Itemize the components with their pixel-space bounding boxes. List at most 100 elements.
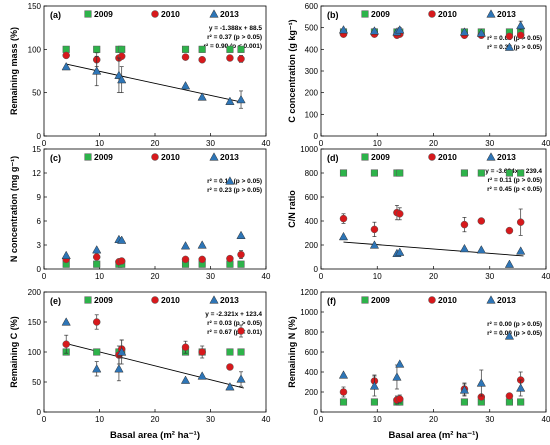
annotation: r² = 0.00 (p > 0.05) [487, 330, 542, 337]
data-point-2013 [476, 28, 486, 37]
data-point-2013 [225, 176, 235, 185]
y-tick-label: 400 [305, 368, 319, 377]
legend-label-2009: 2009 [94, 152, 113, 162]
data-point-2013 [92, 245, 102, 254]
data-point-2013 [395, 359, 405, 368]
data-point-2013 [180, 241, 191, 250]
data-point-2010 [198, 348, 206, 356]
legend-label-2010: 2010 [438, 152, 457, 162]
regression-line [66, 343, 244, 389]
x-tick-label: 0 [319, 415, 324, 424]
data-point-2009 [93, 260, 101, 268]
x-tick-label: 40 [542, 272, 550, 281]
data-point-2009 [460, 169, 468, 177]
data-point-2010 [92, 318, 101, 326]
data-point-2010 [198, 255, 206, 264]
data-point-2013 [197, 92, 207, 101]
y-tick-label: 1000 [300, 308, 318, 317]
x-tick-label: 10 [95, 415, 104, 424]
data-point-2013 [516, 20, 526, 30]
x-axis-label-right: Basal area (m² ha⁻¹) [388, 430, 478, 441]
regression-line [66, 63, 244, 104]
x-tick-label: 30 [485, 415, 494, 424]
legend-marker-2009 [361, 153, 369, 161]
data-point-2013 [504, 42, 515, 51]
y-tick-label: 3 [37, 241, 42, 250]
y-axis-label: C concentration (g kg⁻¹) [287, 19, 297, 122]
legend-marker-2013 [486, 295, 496, 304]
data-point-2009 [62, 45, 70, 53]
legend-label-2013: 2013 [497, 9, 516, 19]
data-point-2013 [197, 240, 207, 249]
legend-marker-2009 [84, 153, 92, 161]
data-point-2010 [505, 226, 514, 235]
annotation: r² = 0.45 (p < 0.05) [487, 186, 542, 193]
panel-b: 0 100 200 300 400 500 600 0 10 20 30 40 C concentrat… [287, 2, 550, 148]
x-tick-label: 10 [95, 272, 104, 281]
y-tick-label: 400 [305, 217, 319, 226]
data-point-2009 [118, 45, 126, 53]
data-point-2010 [117, 257, 126, 265]
data-point-2013 [61, 317, 71, 326]
data-point-2009 [460, 398, 468, 406]
data-point-2010 [237, 55, 245, 63]
panel-label: (c) [50, 153, 61, 163]
data-point-2009 [237, 260, 245, 268]
x-tick-label: 20 [429, 272, 438, 281]
data-point-2013 [338, 370, 349, 379]
y-tick-label: 600 [305, 2, 319, 11]
plot-frame [320, 148, 547, 270]
panel-label: (d) [327, 153, 339, 163]
y-tick-label: 200 [305, 388, 319, 397]
y-axis-label: Remaining N (%) [287, 316, 297, 388]
panel-d: 0 200 400 600 800 1000 0 10 20 30 40 C/N ratio (d) 20… [287, 145, 550, 281]
data-point-2013 [369, 26, 380, 35]
legend-label-2010: 2010 [161, 152, 180, 162]
x-tick-label: 10 [373, 139, 382, 148]
annotation: r² = 0.16 (p > 0.05) [207, 178, 262, 185]
regression-line [343, 241, 524, 257]
data-point-2010 [339, 214, 348, 223]
data-point-2009 [181, 45, 190, 53]
data-point-2013 [395, 25, 405, 34]
x-tick-label: 30 [485, 139, 494, 148]
y-tick-label: 600 [305, 348, 319, 357]
x-tick-label: 0 [42, 272, 47, 281]
legend-marker-2009 [361, 10, 369, 18]
y-tick-label: 300 [305, 67, 319, 76]
y-tick-label: 12 [32, 169, 41, 178]
y-tick-label: 800 [305, 169, 319, 178]
legend-label-2009: 2009 [94, 295, 113, 305]
legend-label-2009: 2009 [371, 295, 390, 305]
x-tick-label: 40 [262, 139, 271, 148]
y-tick-label: 100 [305, 110, 319, 119]
y-tick-label: 15 [32, 145, 41, 154]
x-tick-label: 20 [151, 415, 160, 424]
y-tick-label: 200 [28, 288, 42, 297]
x-tick-label: 0 [42, 139, 47, 148]
data-point-2010 [477, 217, 486, 225]
data-point-2013 [504, 259, 515, 268]
legend-marker-2010 [151, 10, 159, 18]
data-point-2010 [62, 340, 70, 348]
y-tick-label: 0 [314, 132, 319, 141]
annotation: r² = 0.32 (p > 0.05) [487, 44, 542, 51]
data-point-2010 [92, 253, 101, 261]
data-point-2013 [236, 94, 246, 104]
data-point-2013 [236, 230, 246, 240]
y-tick-label: 9 [37, 193, 42, 202]
x-tick-label: 0 [319, 139, 324, 148]
data-point-2009 [237, 45, 245, 53]
data-point-2009 [517, 169, 525, 177]
data-point-2010 [237, 250, 245, 259]
plot-frame [43, 148, 267, 270]
y-tick-label: 200 [305, 89, 319, 98]
x-tick-label: 40 [542, 139, 550, 148]
annotation: r² = 0.00 (p > 0.05) [487, 321, 542, 328]
data-point-2010 [505, 32, 514, 41]
data-point-2009 [93, 348, 101, 356]
data-point-2010 [181, 343, 190, 351]
x-axis-label-left: Basal area (m² ha⁻¹) [110, 430, 200, 441]
data-point-2013 [395, 247, 405, 256]
legend-label-2009: 2009 [94, 9, 113, 19]
